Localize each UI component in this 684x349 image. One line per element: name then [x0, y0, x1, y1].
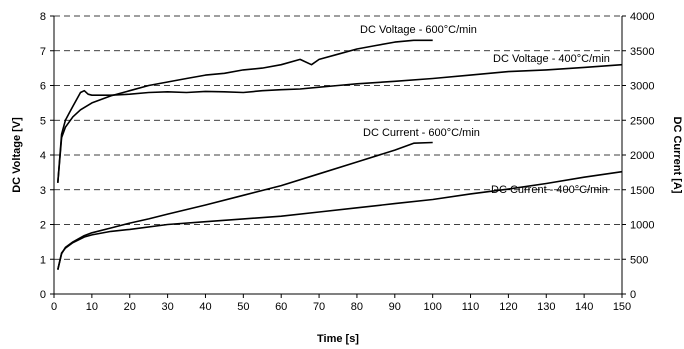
x-tick-label: 70 — [313, 301, 325, 313]
x-tick-label: 20 — [124, 301, 136, 313]
x-axis-title: Time [s] — [317, 333, 359, 345]
y-tick-label: 3 — [40, 185, 46, 197]
x-tick-label: 90 — [389, 301, 401, 313]
series-line-dc-current-400-c-min — [57, 170, 623, 270]
series-annotation: DC Voltage - 400°C/min — [493, 53, 610, 65]
y2-tick-label: 0 — [630, 289, 636, 301]
y-tick-label: 8 — [40, 11, 46, 23]
series-line-dc-voltage-600-c-min — [57, 39, 433, 183]
series-annotation: DC Current - 400°C/min — [491, 184, 608, 196]
x-tick-label: 30 — [161, 301, 173, 313]
x-tick-label: 150 — [613, 301, 631, 313]
y2-tick-label: 1500 — [630, 185, 654, 197]
x-tick-label: 140 — [575, 301, 593, 313]
y-tick-label: 0 — [40, 289, 46, 301]
y2-tick-label: 3000 — [630, 81, 654, 93]
x-tick-label: 0 — [51, 301, 57, 313]
y2-tick-label: 2000 — [630, 150, 654, 162]
y2-tick-label: 1000 — [630, 220, 654, 232]
x-tick-label: 80 — [351, 301, 363, 313]
y2-tick-label: 3500 — [630, 46, 654, 58]
y2-tick-label: 2500 — [630, 115, 654, 127]
y-axis-title-right: DC Current [A] — [671, 117, 683, 194]
y-tick-label: 7 — [40, 46, 46, 58]
x-tick-label: 110 — [462, 301, 480, 313]
y2-tick-label: 4000 — [630, 11, 654, 23]
x-tick-label: 50 — [237, 301, 249, 313]
series-annotations: DC Voltage - 600°C/min DC Voltage - 400°C… — [360, 24, 610, 196]
x-tick-label: 60 — [275, 301, 287, 313]
y-tick-label: 6 — [40, 81, 46, 93]
series-annotation: DC Current - 600°C/min — [363, 127, 480, 139]
x-tick-label: 10 — [86, 301, 98, 313]
series-line-dc-voltage-400-c-min — [57, 63, 623, 183]
series-lines — [57, 39, 623, 270]
y-tick-label: 2 — [40, 220, 46, 232]
y-axis-title-left: DC Voltage [V] — [11, 117, 23, 193]
tick-labels: 0 10 20 30 40 50 60 70 80 90 100 110 120 130 140 150012… — [40, 11, 655, 313]
y2-tick-label: 500 — [630, 254, 648, 266]
y-tick-label: 4 — [40, 150, 46, 162]
x-tick-label: 100 — [423, 301, 441, 313]
series-annotation: DC Voltage - 600°C/min — [360, 24, 477, 36]
x-tick-label: 120 — [499, 301, 517, 313]
y-tick-label: 1 — [40, 254, 46, 266]
x-tick-label: 130 — [537, 301, 555, 313]
x-tick-label: 40 — [199, 301, 211, 313]
y-tick-label: 5 — [40, 115, 46, 127]
axes — [50, 15, 626, 298]
